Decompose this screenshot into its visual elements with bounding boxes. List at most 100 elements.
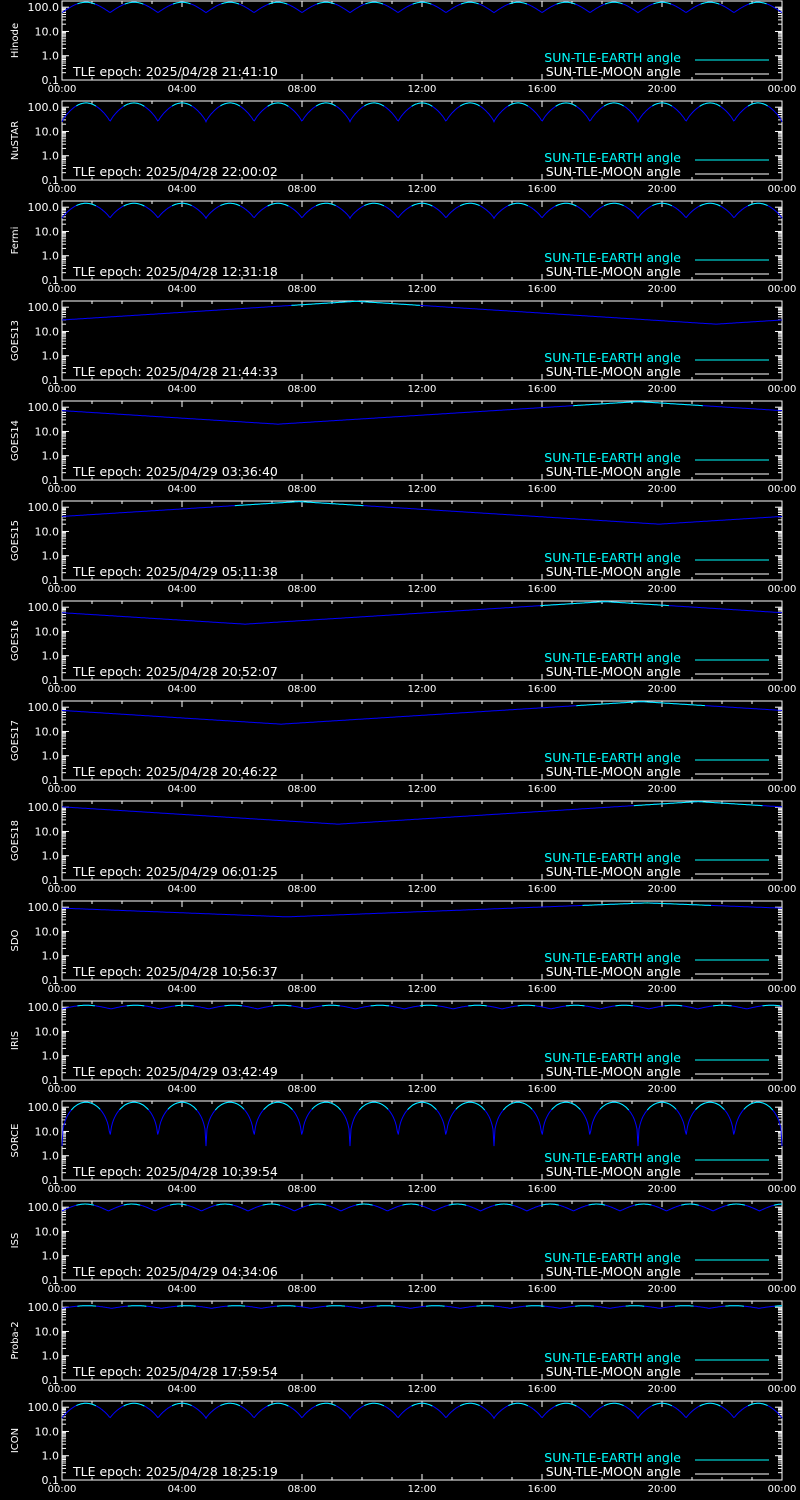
tle-epoch-annotation: TLE epoch: 2025/04/28 21:44:33 xyxy=(72,364,278,379)
x-tick-label: 00:00 xyxy=(768,784,797,795)
chart-panel-goes14: 100.010.01.00.100:00 04:00 08:00 12:00 16:00… xyxy=(10,400,796,495)
y-tick-label: 0.1 xyxy=(42,874,60,887)
earth-angle-upper-segment xyxy=(356,1203,373,1206)
earth-angle-upper-segment xyxy=(525,1305,545,1307)
y-tick-label: 1.0 xyxy=(42,950,60,963)
earth-angle-upper-segment xyxy=(267,1402,289,1407)
y-tick-label: 10.0 xyxy=(35,825,60,838)
earth-angle-line xyxy=(61,300,782,325)
y-tick-label: 1.0 xyxy=(42,850,60,863)
y-tick-label: 0.1 xyxy=(42,774,60,787)
x-tick-label: 20:00 xyxy=(648,284,677,295)
legend-moon-label: SUN-TLE-MOON angle xyxy=(546,964,682,979)
x-tick-label: 04:00 xyxy=(168,284,197,295)
x-tick-label: 00:00 xyxy=(48,684,77,695)
x-tick-label: 04:00 xyxy=(168,1084,197,1095)
legend-moon-label: SUN-TLE-MOON angle xyxy=(546,364,682,379)
earth-angle-upper-segment xyxy=(747,1402,768,1407)
x-tick-label: 08:00 xyxy=(288,1184,317,1195)
tle-epoch-annotation: TLE epoch: 2025/04/28 17:59:54 xyxy=(72,1364,278,1379)
legend-earth-label: SUN-TLE-EARTH angle xyxy=(544,850,681,865)
earth-angle-upper-segment xyxy=(412,1,432,5)
earth-angle-upper-segment xyxy=(127,1305,147,1307)
earth-angle-upper-segment xyxy=(551,1101,581,1111)
y-tick-label: 0.1 xyxy=(42,1474,60,1487)
x-tick-label: 04:00 xyxy=(168,684,197,695)
earth-angle-upper-segment xyxy=(699,202,721,207)
x-tick-label: 00:00 xyxy=(48,1484,77,1495)
earth-angle-upper-segment xyxy=(603,1402,624,1407)
y-tick-label: 0.1 xyxy=(42,1074,60,1087)
earth-angle-upper-segment xyxy=(681,1203,699,1206)
legend-earth-label: SUN-TLE-EARTH angle xyxy=(544,250,681,265)
earth-angle-upper-segment xyxy=(699,1402,721,1407)
earth-angle-upper-segment xyxy=(316,1,335,5)
earth-angle-upper-segment xyxy=(508,102,529,107)
y-tick-label: 1.0 xyxy=(42,1150,60,1163)
x-tick-label: 08:00 xyxy=(288,584,317,595)
earth-angle-upper-segment xyxy=(315,102,336,107)
earth-angle-upper-segment xyxy=(267,202,289,207)
earth-angle-line xyxy=(61,1101,783,1147)
legend-earth-label: SUN-TLE-EARTH angle xyxy=(544,550,681,565)
legend-moon-label: SUN-TLE-MOON angle xyxy=(546,164,682,179)
earth-angle-upper-segment xyxy=(263,1101,293,1111)
x-tick-label: 04:00 xyxy=(168,884,197,895)
y-axis-label: SDO xyxy=(10,929,21,951)
earth-angle-upper-segment xyxy=(426,1305,445,1307)
earth-angle-upper-segment xyxy=(555,1402,577,1407)
tle-epoch-annotation: TLE epoch: 2025/04/28 10:39:54 xyxy=(72,1164,278,1179)
y-axis-label: GOES16 xyxy=(10,620,21,661)
earth-angle-upper-segment xyxy=(762,1004,780,1007)
earth-angle-upper-segment xyxy=(119,1101,149,1111)
tle-epoch-annotation: TLE epoch: 2025/04/29 05:11:38 xyxy=(72,564,278,579)
y-tick-label: 1.0 xyxy=(42,250,60,263)
y-tick-label: 100.0 xyxy=(28,1401,60,1414)
earth-angle-upper-segment xyxy=(555,102,577,107)
x-tick-label: 12:00 xyxy=(408,1284,437,1295)
x-tick-label: 16:00 xyxy=(528,784,557,795)
x-tick-label: 12:00 xyxy=(408,984,437,995)
earth-angle-upper-segment xyxy=(555,202,577,207)
earth-angle-upper-segment xyxy=(575,1305,594,1307)
earth-angle-upper-segment xyxy=(634,1203,652,1206)
earth-angle-upper-segment xyxy=(364,1402,385,1407)
y-tick-label: 10.0 xyxy=(35,525,60,538)
legend-earth-label: SUN-TLE-EARTH angle xyxy=(544,50,681,65)
y-axis-label: GOES14 xyxy=(10,420,21,461)
earth-angle-upper-segment xyxy=(291,300,420,306)
earth-angle-upper-segment xyxy=(576,701,705,707)
earth-angle-upper-segment xyxy=(221,1,240,5)
x-tick-label: 00:00 xyxy=(768,1384,797,1395)
x-tick-label: 20:00 xyxy=(648,1484,677,1495)
tle-epoch-annotation: TLE epoch: 2025/04/28 20:46:22 xyxy=(72,764,278,779)
x-tick-label: 00:00 xyxy=(768,984,797,995)
earth-angle-upper-segment xyxy=(364,202,385,207)
earth-angle-upper-segment xyxy=(77,1004,95,1007)
earth-angle-upper-segment xyxy=(234,501,364,507)
y-axis-label: GOES15 xyxy=(10,520,21,561)
earth-angle-upper-segment xyxy=(455,1101,486,1111)
x-tick-label: 08:00 xyxy=(288,84,317,95)
x-tick-label: 08:00 xyxy=(288,784,317,795)
legend-earth-label: SUN-TLE-EARTH angle xyxy=(544,1250,681,1265)
earth-angle-upper-segment xyxy=(76,102,97,107)
y-tick-label: 0.1 xyxy=(42,274,60,287)
x-tick-label: 08:00 xyxy=(288,484,317,495)
earth-angle-upper-segment xyxy=(599,1101,630,1111)
earth-angle-upper-segment xyxy=(460,1,479,5)
y-tick-label: 10.0 xyxy=(35,25,60,38)
legend-earth-label: SUN-TLE-EARTH angle xyxy=(544,1350,681,1365)
x-tick-label: 20:00 xyxy=(648,984,677,995)
y-tick-label: 1.0 xyxy=(42,1250,60,1263)
x-tick-label: 20:00 xyxy=(648,584,677,595)
tle-epoch-annotation: TLE epoch: 2025/04/29 04:34:06 xyxy=(72,1264,278,1279)
y-tick-label: 100.0 xyxy=(28,1,60,14)
y-tick-label: 0.1 xyxy=(42,574,60,587)
x-tick-label: 04:00 xyxy=(168,1284,197,1295)
x-tick-label: 00:00 xyxy=(768,1084,797,1095)
x-tick-label: 08:00 xyxy=(288,184,317,195)
legend-earth-label: SUN-TLE-EARTH angle xyxy=(544,950,681,965)
earth-angle-upper-segment xyxy=(224,1004,243,1007)
